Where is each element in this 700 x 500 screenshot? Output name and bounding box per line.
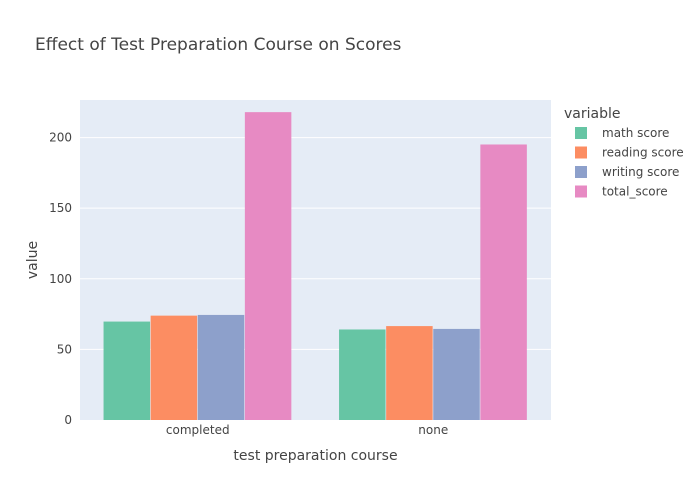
legend: variable math score reading score writing … bbox=[564, 106, 684, 199]
legend-swatch[interactable] bbox=[575, 127, 587, 139]
legend-swatch[interactable] bbox=[575, 166, 587, 178]
bar[interactable] bbox=[433, 328, 480, 420]
y-axis-title: value bbox=[25, 241, 41, 279]
legend-item-label[interactable]: math score bbox=[602, 126, 669, 140]
bar[interactable] bbox=[386, 326, 433, 420]
y-tick-label: 200 bbox=[49, 131, 72, 145]
y-tick-label: 50 bbox=[57, 342, 72, 356]
bar[interactable] bbox=[197, 314, 245, 420]
legend-item-label[interactable]: reading score bbox=[602, 146, 684, 160]
bar[interactable] bbox=[244, 112, 292, 420]
x-tick-label: none bbox=[418, 423, 448, 437]
y-tick-label: 0 bbox=[64, 413, 72, 427]
legend-item-label[interactable]: writing score bbox=[602, 165, 679, 179]
bar[interactable] bbox=[339, 329, 386, 420]
y-tick-label: 150 bbox=[49, 201, 72, 215]
chart-title: Effect of Test Preparation Course on Sco… bbox=[35, 35, 402, 55]
legend-swatch[interactable] bbox=[575, 146, 587, 159]
bar[interactable] bbox=[103, 321, 151, 420]
bar[interactable] bbox=[480, 144, 527, 420]
legend-swatch[interactable] bbox=[575, 185, 587, 198]
x-axis-title: test preparation course bbox=[233, 448, 397, 464]
y-tick-label: 100 bbox=[49, 272, 72, 286]
bars bbox=[103, 112, 527, 420]
legend-item-label[interactable]: total_score bbox=[602, 185, 668, 199]
legend-title: variable bbox=[564, 106, 620, 122]
y-tick-labels: 0 50 100 150 200 bbox=[49, 131, 72, 427]
bar[interactable] bbox=[150, 315, 198, 420]
x-tick-label: completed bbox=[166, 423, 230, 437]
x-tick-labels: completed none bbox=[166, 423, 448, 437]
